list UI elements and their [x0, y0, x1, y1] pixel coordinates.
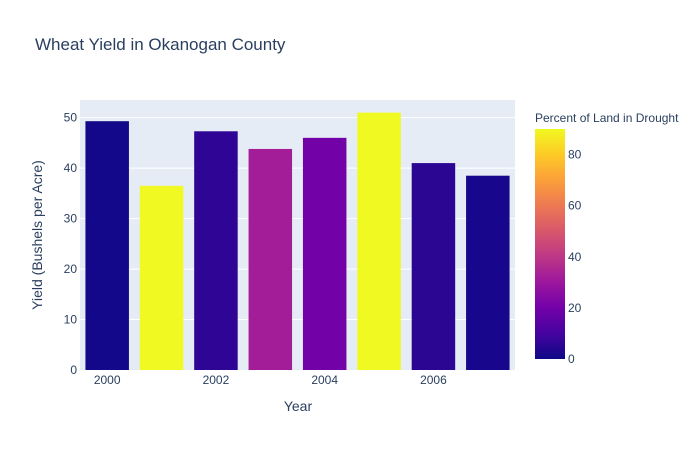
y-axis-ticks: 0 10 20 30 40 50 — [64, 111, 78, 377]
y-tick-label: 40 — [64, 161, 78, 175]
colorbar-ticks: 0 20 40 60 80 — [568, 148, 582, 366]
y-tick-label: 30 — [64, 212, 78, 226]
x-axis-title: Year — [284, 398, 313, 414]
chart-title: Wheat Yield in Okanogan County — [35, 35, 286, 54]
bar — [302, 137, 347, 370]
y-tick-label: 10 — [64, 313, 78, 327]
colorbar-tick-label: 40 — [568, 250, 582, 264]
x-tick-label: 2006 — [420, 373, 447, 387]
bar — [466, 175, 510, 370]
bar — [85, 121, 129, 370]
y-axis-title: Yield (Bushels per Acre) — [29, 160, 45, 310]
colorbar-tick-label: 20 — [568, 301, 582, 315]
bar — [411, 163, 456, 370]
y-tick-label: 50 — [64, 111, 78, 125]
bar — [194, 131, 238, 370]
bar — [357, 112, 401, 370]
x-axis-ticks: 2000 2002 2004 2006 — [94, 373, 447, 387]
bars — [85, 112, 510, 370]
x-tick-label: 2000 — [94, 373, 121, 387]
bar — [139, 185, 184, 370]
x-tick-label: 2002 — [203, 373, 230, 387]
bar — [248, 148, 293, 370]
y-tick-label: 0 — [70, 363, 77, 377]
x-tick-label: 2004 — [311, 373, 338, 387]
colorbar-tick-label: 0 — [568, 352, 575, 366]
colorbar — [535, 129, 565, 359]
colorbar-tick-label: 80 — [568, 148, 582, 162]
colorbar-tick-label: 60 — [568, 199, 582, 213]
colorbar-title: Percent of Land in Drought — [535, 111, 679, 125]
y-tick-label: 20 — [64, 262, 78, 276]
